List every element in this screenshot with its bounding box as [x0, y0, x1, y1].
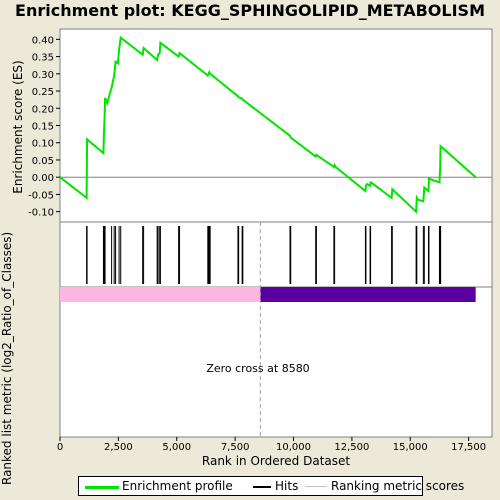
- y-tick-label: 0.10: [32, 139, 54, 150]
- y-tick-label: 0.25: [32, 87, 54, 98]
- legend-label-ranking: Ranking metric scores: [331, 479, 465, 493]
- y-tick-label: 0.20: [32, 104, 54, 115]
- y-tick-label: 0.35: [32, 53, 54, 64]
- y-tick-label: -0.05: [28, 190, 54, 201]
- legend-label-hits: Hits: [275, 479, 299, 493]
- legend: Enrichment profile Hits Ranking metric s…: [78, 476, 464, 496]
- hit-markers: [86, 226, 442, 284]
- x-tick-label: 5,000: [162, 442, 191, 453]
- y-tick-label: -0.10: [28, 208, 54, 219]
- y-axis: -0.10 -0.05 0.00 0.05 0.10 0.15 0.20 0.25 0.30 0.…: [28, 35, 60, 219]
- y-tick-label: 0.30: [32, 70, 54, 81]
- legend-label-enrichment: Enrichment profile: [122, 479, 233, 493]
- y-tick-label: 0.05: [32, 156, 54, 167]
- enrichment-profile-line: [59, 35, 477, 214]
- x-tick-label: 10,000: [276, 442, 311, 453]
- hits-panel: [59, 221, 493, 288]
- positive-metric-band: [60, 287, 261, 302]
- legend-swatch-hits: [253, 486, 271, 488]
- x-axis-label: Rank in Ordered Dataset: [201, 454, 351, 468]
- chart-title: Enrichment plot: KEGG_SPHINGOLIPID_METAB…: [15, 1, 485, 20]
- y-tick-label: 0.15: [32, 122, 54, 133]
- x-tick-label: 2,500: [104, 442, 133, 453]
- x-tick-label: 12,500: [334, 442, 369, 453]
- x-tick-label: 0: [57, 442, 63, 453]
- negative-metric-band: [260, 287, 476, 302]
- metric-panel: [59, 286, 493, 438]
- legend-swatch-enrichment: [85, 486, 119, 489]
- x-tick-label: 7,500: [221, 442, 250, 453]
- y-tick-label: 0.00: [32, 173, 54, 184]
- legend-swatch-ranking: [305, 486, 327, 487]
- x-tick-label: 15,000: [393, 442, 428, 453]
- zero-cross-label: Zero cross at 8580: [206, 362, 309, 375]
- x-tick-label: 17,500: [451, 442, 486, 453]
- y-tick-label: 0.40: [32, 35, 54, 46]
- x-axis: 0 2,500 5,000 7,500 10,000 12,500 15,000 17,500: [57, 437, 486, 453]
